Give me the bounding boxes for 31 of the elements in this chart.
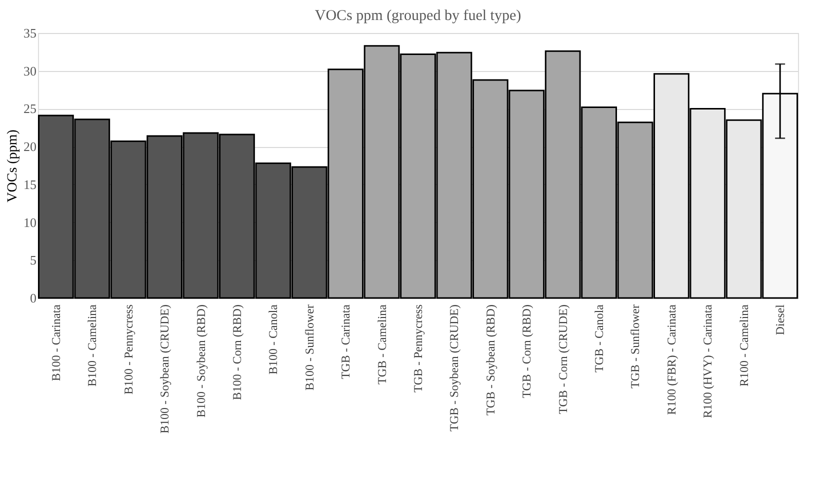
- y-tick-label: 30: [24, 63, 36, 78]
- x-tick-label: Diesel: [773, 304, 788, 336]
- x-tick-label: R100 - Camelina: [736, 304, 751, 386]
- x-tick-label: TGB - Camelina: [374, 304, 389, 384]
- x-tick-label: TGB - Corn (RBD): [520, 304, 534, 398]
- y-tick-label: 25: [24, 101, 36, 116]
- x-tick-label: B100 - Soybean (CRUDE): [158, 304, 172, 434]
- x-tick-label: B100 - Sunflower: [302, 304, 316, 390]
- x-tick-label: B100 - Carinata: [48, 304, 63, 382]
- x-tick-label: B100 - Corn (RBD): [230, 304, 244, 400]
- x-tick-label: TGB - Canola: [592, 304, 606, 372]
- y-tick-label: 0: [30, 290, 36, 306]
- x-tick-label: TGB - Soybean (CRUDE): [447, 304, 462, 432]
- x-tick-label: R100 (HVY) - Carinata: [700, 304, 715, 418]
- x-tick-label: TGB - Carinata: [338, 304, 353, 380]
- x-tick-label: B100 - Soybean (RBD): [194, 304, 208, 418]
- y-tick-label: 10: [24, 214, 36, 230]
- x-tick-label: TGB - Sunflower: [628, 304, 642, 388]
- x-tick-label: TGB - Pennycress: [411, 304, 425, 392]
- x-tick-label: B100 - Camelina: [85, 304, 100, 386]
- y-tick-label: 15: [24, 176, 36, 192]
- x-tick-label: B100 - Canola: [266, 304, 280, 374]
- x-tick-label: R100 (FBR) - Carinata: [664, 304, 678, 415]
- y-axis-title: VOCs (ppm): [6, 129, 20, 202]
- y-tick-label: 5: [30, 252, 36, 268]
- y-tick-label: 35: [24, 26, 36, 40]
- chart-title: VOCs ppm (grouped by fuel type): [314, 8, 522, 24]
- x-tick-label: B100 - Pennycress: [121, 304, 136, 394]
- x-tick-label: TGB - Soybean (RBD): [483, 304, 498, 416]
- y-tick-label: 20: [24, 139, 36, 154]
- x-tick-label: TGB - Corn (CRUDE): [556, 304, 570, 414]
